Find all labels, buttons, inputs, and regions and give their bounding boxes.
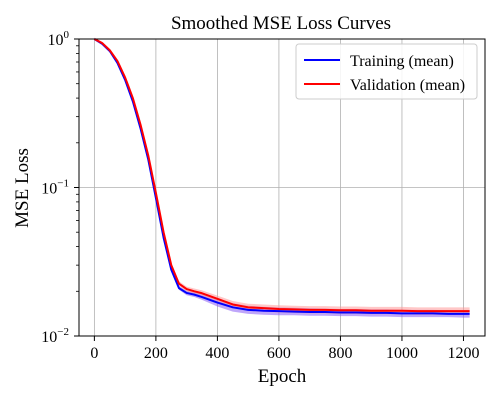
legend-box	[295, 43, 478, 100]
x-tick-label-6: 1200	[447, 345, 479, 362]
x-axis-label: Epoch	[258, 366, 307, 387]
x-tick-label-4: 800	[328, 345, 352, 362]
legend: Training (mean) Validation (mean)	[295, 43, 478, 100]
line-series-1	[93, 38, 470, 313]
x-tick-label-0: 0	[90, 345, 98, 362]
x-tick-label-5: 1000	[386, 345, 418, 362]
y-tick-label-1: 10−1	[41, 178, 69, 198]
legend-label-validation: Validation (mean)	[350, 77, 465, 94]
x-tick-label-3: 600	[267, 345, 291, 362]
series-lines	[93, 38, 470, 315]
legend-label-training: Training (mean)	[350, 53, 454, 70]
y-axis-ticks: 10−2 10−1 100	[41, 29, 79, 346]
x-tick-label-1: 200	[144, 345, 168, 362]
y-tick-label-2: 100	[48, 29, 70, 49]
y-axis-label: MSE Loss	[12, 148, 33, 228]
x-axis-ticks: 0 200 400 600 800 1000 1200	[90, 336, 479, 362]
chart-title: Smoothed MSE Loss Curves	[171, 13, 391, 34]
y-tick-label-0: 10−2	[41, 326, 69, 346]
x-tick-label-2: 400	[205, 345, 229, 362]
